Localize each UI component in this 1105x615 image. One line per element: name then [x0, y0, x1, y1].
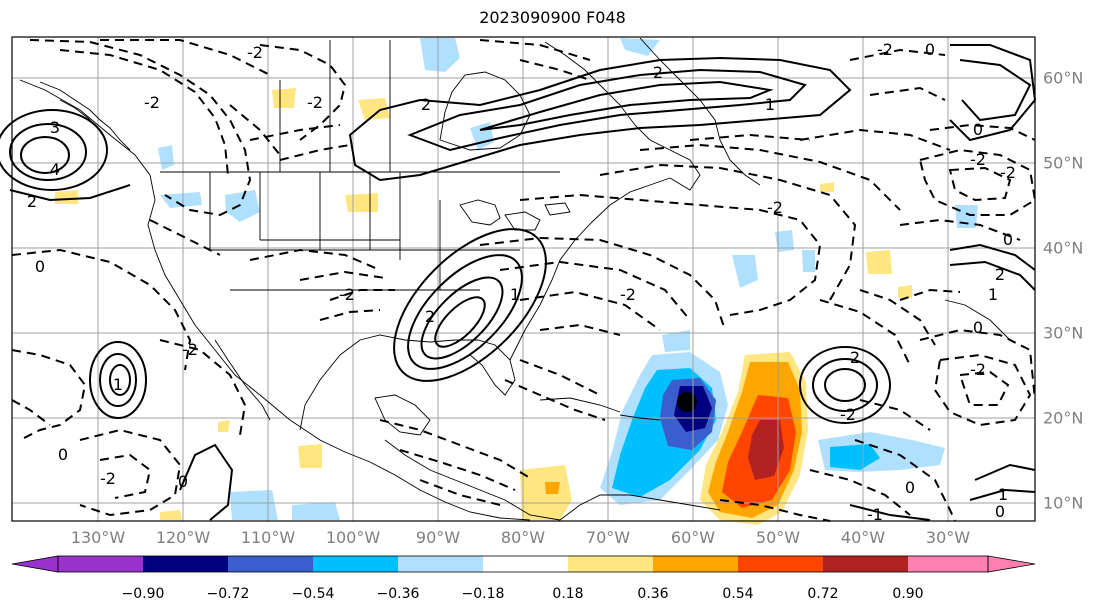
colorbar-tick-label: −0.54 — [291, 586, 335, 602]
longitude-label: 110°W — [240, 528, 296, 547]
contour-label: 2 — [653, 63, 663, 82]
negative-contours — [11, 39, 1037, 522]
contour-label: 2 — [995, 265, 1005, 284]
contour-label: -1 — [867, 505, 883, 524]
latitude-label: 30°N — [1043, 323, 1084, 343]
contour-label: -2 — [877, 40, 893, 59]
colorbar-tick-label: −0.18 — [461, 586, 505, 602]
colorbar-segment — [313, 556, 398, 572]
colorbar-extend-high — [987, 555, 1036, 573]
contour-label: 1 — [510, 285, 520, 304]
latitude-label: 40°N — [1043, 238, 1084, 258]
contour-label: -2 — [970, 360, 986, 379]
colorbar-segment — [58, 556, 143, 572]
contour-label: 2 — [421, 95, 431, 114]
contour-label: 1 — [998, 485, 1008, 504]
longitude-label: 80°W — [500, 528, 546, 547]
longitude-label: 40°W — [840, 528, 886, 547]
contour-label: 4 — [50, 160, 60, 179]
contour-label: 2 — [27, 192, 37, 211]
longitude-label: 120°W — [155, 528, 211, 547]
contour-label: -2 — [339, 285, 355, 304]
colorbar-tick-label: 0.90 — [892, 586, 924, 602]
contour-label: -2 — [620, 285, 636, 304]
contour-label: 0 — [973, 318, 983, 337]
contour-label: 3 — [50, 118, 60, 137]
colorbar-segment — [908, 556, 988, 572]
contour-label: -2 — [307, 93, 323, 112]
contour-label: -2 — [182, 340, 198, 359]
contour-label: -2 — [970, 150, 986, 169]
contour-label: 0 — [178, 472, 188, 491]
positive-contours — [0, 44, 1037, 521]
colorbar-segment — [823, 556, 908, 572]
colorbar-extend-low — [11, 555, 59, 573]
longitude-label: 30°W — [925, 528, 971, 547]
contour-label: 0 — [905, 478, 915, 497]
colorbar-tick-label: −0.72 — [206, 586, 250, 602]
colorbar-segment — [653, 556, 738, 572]
contour-label: -2 — [247, 43, 263, 62]
contour-label: 0 — [973, 120, 983, 139]
contour-label: 0 — [58, 445, 68, 464]
contour-label: 2 — [850, 348, 860, 367]
colorbar-segment — [568, 556, 653, 572]
longitude-label: 50°W — [755, 528, 801, 547]
contour-label: 1 — [113, 375, 123, 394]
contour-value-labels: 2 4 3 -2 -2 1 -2 -2 0 0 -2 -2 2 1 2 -2 -… — [27, 40, 1016, 524]
longitude-label: 130°W — [70, 528, 126, 547]
contour-label: 0 — [995, 502, 1005, 521]
longitude-label: 90°W — [415, 528, 461, 547]
longitude-label: 100°W — [325, 528, 381, 547]
colorbar-segment — [228, 556, 313, 572]
colorbar-tick-label: 0.54 — [722, 586, 754, 602]
contour-label: 1 — [765, 95, 775, 114]
contour-label: 0 — [1003, 230, 1013, 249]
map-frame — [11, 36, 1036, 522]
contour-label: -2 — [1000, 163, 1016, 182]
latitude-label: 60°N — [1043, 68, 1084, 88]
colorbar-tick-label: −0.90 — [121, 586, 165, 602]
contour-label: 1 — [988, 285, 998, 304]
contour-label: 0 — [925, 40, 935, 59]
latitude-label: 50°N — [1043, 153, 1084, 173]
longitude-label: 60°W — [670, 528, 716, 547]
colorbar-tick-label: 0.36 — [637, 586, 669, 602]
colorbar-tick-label: −0.36 — [376, 586, 420, 602]
colorbar-tick-label: 0.18 — [552, 586, 584, 602]
colorbar-segment — [143, 556, 228, 572]
map-title: 2023090900 F048 — [479, 8, 626, 27]
contour-label: 0 — [35, 257, 45, 276]
contour-label: 2 — [425, 307, 435, 326]
colorbar-tick-label: 0.72 — [807, 586, 839, 602]
colorbar-segment — [483, 556, 568, 572]
colorbar-segment — [398, 556, 483, 572]
contour-label: -2 — [840, 405, 856, 424]
contour-label: -2 — [100, 469, 116, 488]
longitude-label: 70°W — [585, 528, 631, 547]
colorbar — [11, 555, 1036, 573]
latitude-label: 10°N — [1043, 493, 1084, 513]
colorbar-segment — [738, 556, 823, 572]
contour-label: -2 — [144, 93, 160, 112]
contour-label: -2 — [767, 198, 783, 217]
latitude-label: 20°N — [1043, 408, 1084, 428]
